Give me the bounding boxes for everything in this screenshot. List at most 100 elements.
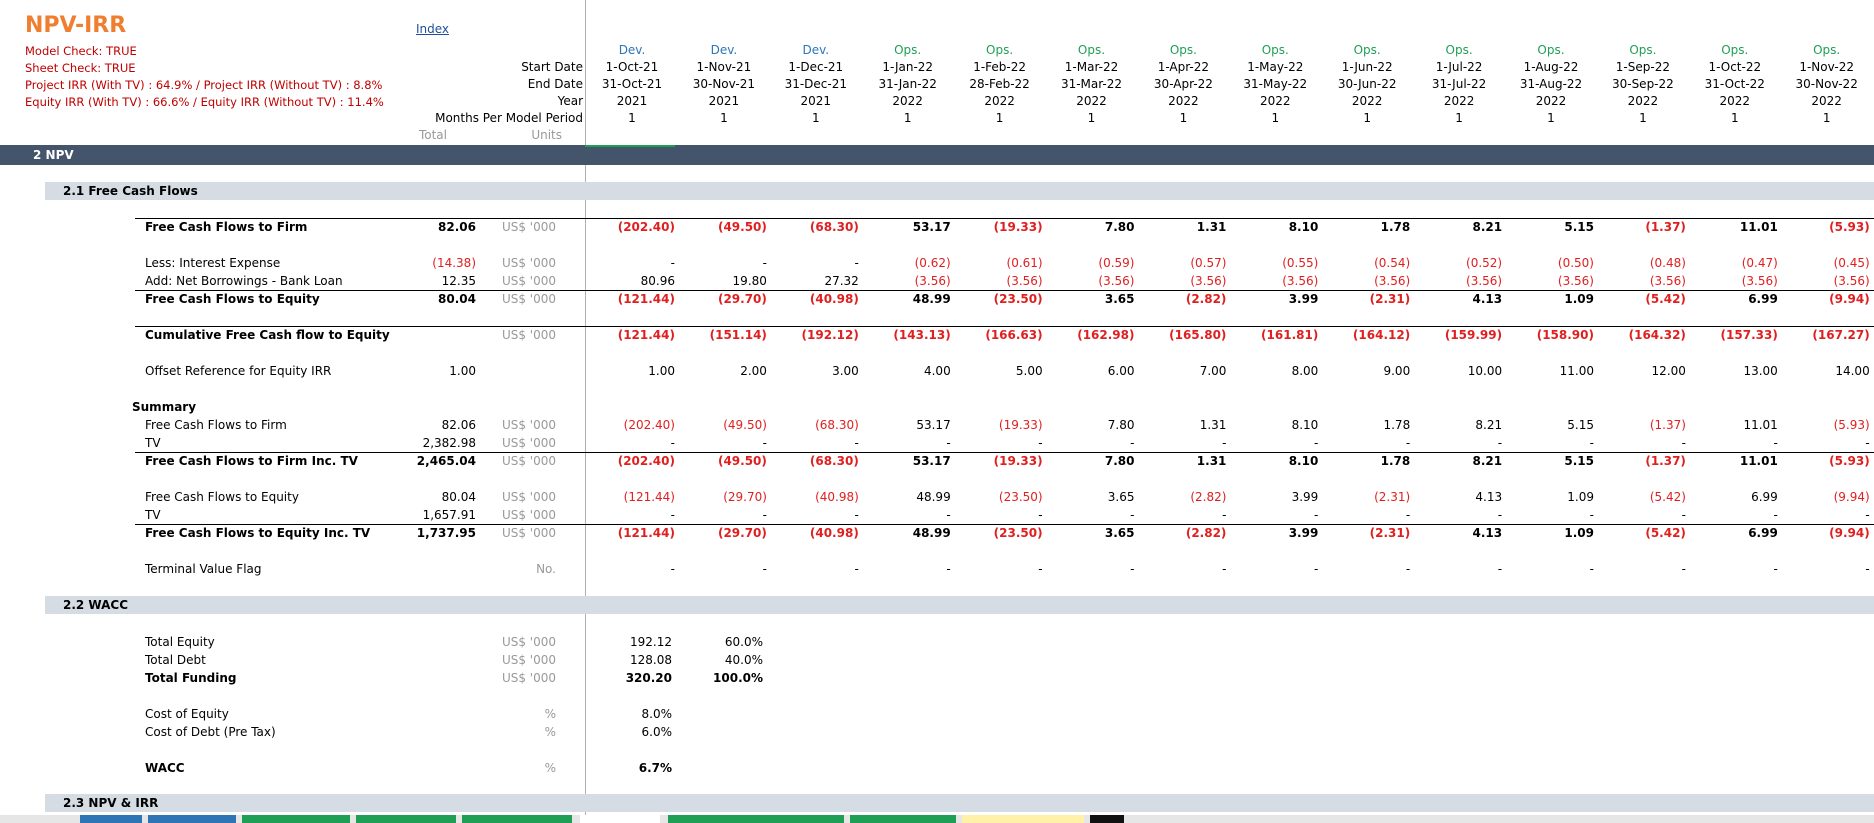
cell-value[interactable]: 19.80 <box>732 274 767 288</box>
wacc-value[interactable]: 192.12 <box>630 635 672 649</box>
cell-value[interactable]: (0.61) <box>1006 256 1043 270</box>
cell-value[interactable]: (5.42) <box>1645 526 1686 540</box>
cell-value[interactable]: 1.31 <box>1196 454 1227 468</box>
cell-value[interactable]: (0.59) <box>1098 256 1135 270</box>
cell-value[interactable]: (192.12) <box>801 328 859 342</box>
cell-value[interactable]: (0.45) <box>1833 256 1870 270</box>
sheet-tab[interactable] <box>962 815 1084 823</box>
cell-value[interactable]: - <box>1589 508 1594 522</box>
cell-value[interactable]: 8.21 <box>1472 220 1503 234</box>
cell-value[interactable]: - <box>1497 436 1503 450</box>
cell-value[interactable]: 8.21 <box>1472 454 1503 468</box>
cell-value[interactable]: (151.14) <box>709 328 767 342</box>
cell-value[interactable]: - <box>1773 508 1778 522</box>
cell-value[interactable]: - <box>1681 508 1686 522</box>
cell-value[interactable]: 11.01 <box>1739 220 1778 234</box>
cell-value[interactable]: 1.78 <box>1380 454 1411 468</box>
cell-value[interactable]: 3.65 <box>1104 526 1135 540</box>
cell-value[interactable]: - <box>762 436 767 450</box>
cell-value[interactable]: 1.00 <box>648 364 675 378</box>
cell-value[interactable]: (2.82) <box>1190 490 1227 504</box>
sheet-tab[interactable] <box>356 815 456 823</box>
cell-value[interactable]: (0.48) <box>1649 256 1686 270</box>
cell-value[interactable]: (40.98) <box>809 292 859 306</box>
cell-value[interactable]: (68.30) <box>815 418 859 432</box>
cell-value[interactable]: 7.80 <box>1104 454 1135 468</box>
cell-value[interactable]: (143.13) <box>893 328 951 342</box>
cell-value[interactable]: - <box>762 562 767 576</box>
cell-value[interactable]: (158.90) <box>1536 328 1594 342</box>
cell-value[interactable]: - <box>854 436 859 450</box>
wacc-pct[interactable]: 60.0% <box>724 635 763 649</box>
cell-value[interactable]: - <box>946 562 951 576</box>
cell-value[interactable]: - <box>1222 562 1227 576</box>
cell-value[interactable]: - <box>762 508 767 522</box>
cell-value[interactable]: (3.56) <box>1741 274 1778 288</box>
cell-value[interactable]: (3.56) <box>1649 274 1686 288</box>
wacc-pct[interactable]: 100.0% <box>713 671 763 685</box>
cell-value[interactable]: 7.00 <box>1199 364 1227 378</box>
cell-value[interactable]: - <box>946 436 951 450</box>
cell-value[interactable]: (19.33) <box>993 220 1043 234</box>
cell-value[interactable]: - <box>1222 436 1227 450</box>
cell-value[interactable]: (0.52) <box>1466 256 1503 270</box>
cell-value[interactable]: (1.37) <box>1649 418 1686 432</box>
cell-value[interactable]: (202.40) <box>623 418 675 432</box>
cell-value[interactable]: (161.81) <box>1261 328 1319 342</box>
cell-value[interactable]: - <box>1589 436 1594 450</box>
cell-value[interactable]: 7.80 <box>1104 220 1135 234</box>
cell-value[interactable]: - <box>1681 436 1686 450</box>
cell-value[interactable]: 6.99 <box>1751 490 1778 504</box>
cell-value[interactable]: 2.00 <box>740 364 767 378</box>
cell-value[interactable]: (2.31) <box>1369 526 1411 540</box>
cell-value[interactable]: (1.37) <box>1645 454 1686 468</box>
cell-value[interactable]: (3.56) <box>1282 274 1319 288</box>
sheet-tabs-bar[interactable] <box>0 815 1874 823</box>
cell-value[interactable]: - <box>854 508 859 522</box>
cell-value[interactable]: 3.00 <box>832 364 859 378</box>
cell-value[interactable]: (0.55) <box>1282 256 1319 270</box>
cell-value[interactable]: (3.56) <box>1190 274 1227 288</box>
cell-value[interactable]: (19.33) <box>998 418 1043 432</box>
cell-value[interactable]: - <box>1038 562 1043 576</box>
wacc-pct[interactable]: 40.0% <box>724 653 763 667</box>
cell-value[interactable]: 80.96 <box>640 274 675 288</box>
cell-value[interactable]: (164.32) <box>1628 328 1686 342</box>
cell-value[interactable]: - <box>1313 436 1319 450</box>
cell-value[interactable]: 1.09 <box>1564 526 1594 540</box>
cell-value[interactable]: (1.37) <box>1645 220 1686 234</box>
cell-value[interactable]: 1.31 <box>1199 418 1227 432</box>
cell-value[interactable]: (49.50) <box>717 454 767 468</box>
cell-value[interactable]: - <box>670 562 675 576</box>
cell-value[interactable]: - <box>1405 508 1411 522</box>
cell-value[interactable]: 4.13 <box>1475 490 1503 504</box>
cell-value[interactable]: - <box>1773 436 1778 450</box>
cell-value[interactable]: (0.57) <box>1190 256 1227 270</box>
cell-value[interactable]: 5.15 <box>1564 454 1594 468</box>
cell-value[interactable]: 8.21 <box>1475 418 1503 432</box>
cell-value[interactable]: (29.70) <box>723 490 767 504</box>
cell-value[interactable]: - <box>1681 562 1686 576</box>
cell-value[interactable]: - <box>670 256 675 270</box>
cell-value[interactable]: 27.32 <box>824 274 859 288</box>
cell-value[interactable]: 53.17 <box>912 220 951 234</box>
cell-value[interactable]: 12.00 <box>1651 364 1686 378</box>
wacc-value[interactable]: 320.20 <box>625 671 672 685</box>
cell-value[interactable]: 3.99 <box>1291 490 1319 504</box>
cell-value[interactable]: 3.99 <box>1288 526 1319 540</box>
cell-value[interactable]: 1.78 <box>1383 418 1411 432</box>
cell-value[interactable]: - <box>670 508 675 522</box>
cell-value[interactable]: 1.09 <box>1564 292 1594 306</box>
cell-value[interactable]: (5.93) <box>1829 454 1870 468</box>
cell-value[interactable]: (121.44) <box>617 292 675 306</box>
cell-value[interactable]: 4.13 <box>1472 292 1503 306</box>
cell-value[interactable]: (167.27) <box>1812 328 1870 342</box>
cell-value[interactable]: 53.17 <box>916 418 951 432</box>
cell-value[interactable]: 5.15 <box>1564 220 1594 234</box>
cell-value[interactable]: (0.50) <box>1557 256 1594 270</box>
cell-value[interactable]: 4.13 <box>1472 526 1503 540</box>
cell-value[interactable]: 9.00 <box>1383 364 1411 378</box>
wacc-value[interactable]: 6.0% <box>641 725 673 739</box>
cell-value[interactable]: 8.10 <box>1288 220 1319 234</box>
cell-value[interactable]: - <box>1130 436 1135 450</box>
